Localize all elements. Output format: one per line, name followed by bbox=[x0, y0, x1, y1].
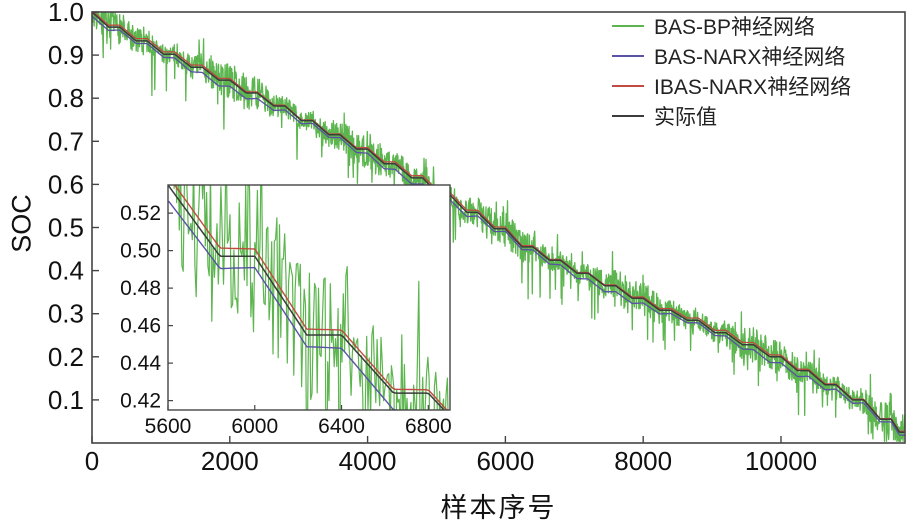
y-tick-label: 0.4 bbox=[48, 256, 84, 286]
inset-y-tick-label: 0.50 bbox=[120, 240, 161, 263]
legend-label-ibas-narx: IBAS-NARX神经网络 bbox=[654, 76, 852, 99]
series-bas-bp-line bbox=[92, 12, 905, 442]
y-tick-label: 0.1 bbox=[48, 385, 84, 415]
legend-label-bas-bp: BAS-BP神经网络 bbox=[654, 16, 816, 39]
legend-swatch-bas-narx bbox=[612, 55, 644, 57]
x-tick-label: 10000 bbox=[745, 446, 817, 476]
x-tick-label: 8000 bbox=[614, 446, 672, 476]
y-tick-label: 0.2 bbox=[48, 342, 84, 372]
series-bas-narx-line bbox=[92, 15, 905, 436]
y-tick-label: 1.0 bbox=[48, 0, 84, 27]
legend-item-actual: 实际值 bbox=[612, 102, 851, 130]
inset-y-tick-label: 0.42 bbox=[120, 390, 161, 413]
inset-x-ticks: 5600 6000 6400 6800 bbox=[145, 405, 452, 438]
inset-y-ticks: 0.42 0.44 0.46 0.48 0.50 0.52 bbox=[120, 202, 173, 413]
series-actual-line bbox=[92, 12, 905, 433]
inset-x-tick-label: 6800 bbox=[405, 415, 452, 438]
series-ibas-narx-line bbox=[92, 12, 905, 432]
inset-y-tick-label: 0.46 bbox=[120, 315, 161, 338]
x-axis-ticks: 0 2000 4000 6000 8000 10000 bbox=[85, 436, 817, 476]
inset-actual-line bbox=[168, 185, 445, 410]
inset-y-tick-label: 0.48 bbox=[120, 277, 161, 300]
y-axis-ticks: 0.1 0.2 0.3 0.4 0.5 0.6 0.7 0.8 0.9 1.0 bbox=[48, 0, 99, 415]
y-tick-label: 0.6 bbox=[48, 169, 84, 199]
y-axis-label: SOC bbox=[6, 194, 37, 253]
inset-bas-bp-line bbox=[168, 185, 449, 410]
inset-y-tick-label: 0.44 bbox=[120, 352, 161, 375]
legend-swatch-actual bbox=[612, 115, 644, 117]
legend: BAS-BP神经网络 BAS-NARX神经网络 IBAS-NARX神经网络 实际… bbox=[612, 12, 851, 130]
x-tick-label: 0 bbox=[85, 446, 99, 476]
legend-item-ibas-narx: IBAS-NARX神经网络 bbox=[612, 72, 851, 100]
y-tick-label: 0.7 bbox=[48, 126, 84, 156]
y-tick-label: 0.8 bbox=[48, 83, 84, 113]
inset-x-tick-label: 5600 bbox=[145, 415, 192, 438]
legend-swatch-ibas-narx bbox=[612, 85, 644, 87]
y-tick-label: 0.3 bbox=[48, 299, 84, 329]
y-tick-label: 0.5 bbox=[48, 213, 84, 243]
inset-zoom: 5600 6000 6400 6800 0.42 0.44 0.46 0.48 0.50 0.52 bbox=[120, 184, 452, 438]
inset-x-tick-label: 6000 bbox=[231, 415, 278, 438]
x-tick-label: 4000 bbox=[339, 446, 397, 476]
x-axis-label: 样本序号 bbox=[440, 493, 557, 523]
inset-x-tick-label: 6400 bbox=[318, 415, 365, 438]
legend-swatch-bas-bp bbox=[612, 25, 644, 27]
inset-series bbox=[168, 185, 449, 410]
legend-label-actual: 实际值 bbox=[654, 106, 717, 129]
inset-ibas-narx-line bbox=[173, 185, 448, 410]
x-tick-label: 2000 bbox=[201, 446, 259, 476]
y-tick-label: 0.9 bbox=[48, 40, 84, 70]
legend-item-bas-bp: BAS-BP神经网络 bbox=[612, 12, 851, 40]
main-plot-series bbox=[92, 12, 905, 442]
legend-item-bas-narx: BAS-NARX神经网络 bbox=[612, 42, 851, 70]
inset-border bbox=[167, 184, 451, 411]
x-tick-label: 6000 bbox=[476, 446, 534, 476]
inset-bas-narx-line bbox=[168, 200, 404, 410]
legend-label-bas-narx: BAS-NARX神经网络 bbox=[654, 46, 846, 69]
inset-y-tick-label: 0.52 bbox=[120, 202, 161, 225]
